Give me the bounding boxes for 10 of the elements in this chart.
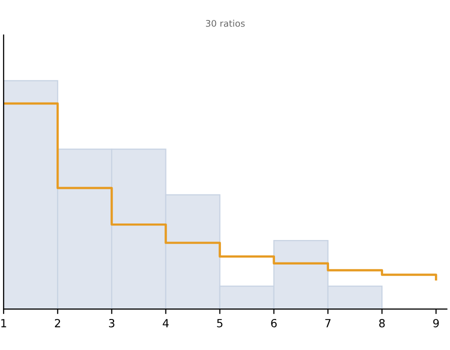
- x-tick-label: 5: [217, 319, 222, 328]
- x-tick-label: 3: [109, 318, 114, 328]
- x-tick-label: 9: [433, 318, 439, 328]
- x-tick-label: 8: [379, 318, 385, 328]
- x-tick-label: 2: [54, 318, 60, 328]
- chart-title: 30 ratios: [206, 20, 245, 27]
- x-tick-label: 4: [162, 319, 169, 328]
- x-tick-label: 7: [325, 319, 331, 328]
- x-tick-label: 6: [271, 318, 277, 328]
- x-tick-label: 1: [1, 319, 6, 328]
